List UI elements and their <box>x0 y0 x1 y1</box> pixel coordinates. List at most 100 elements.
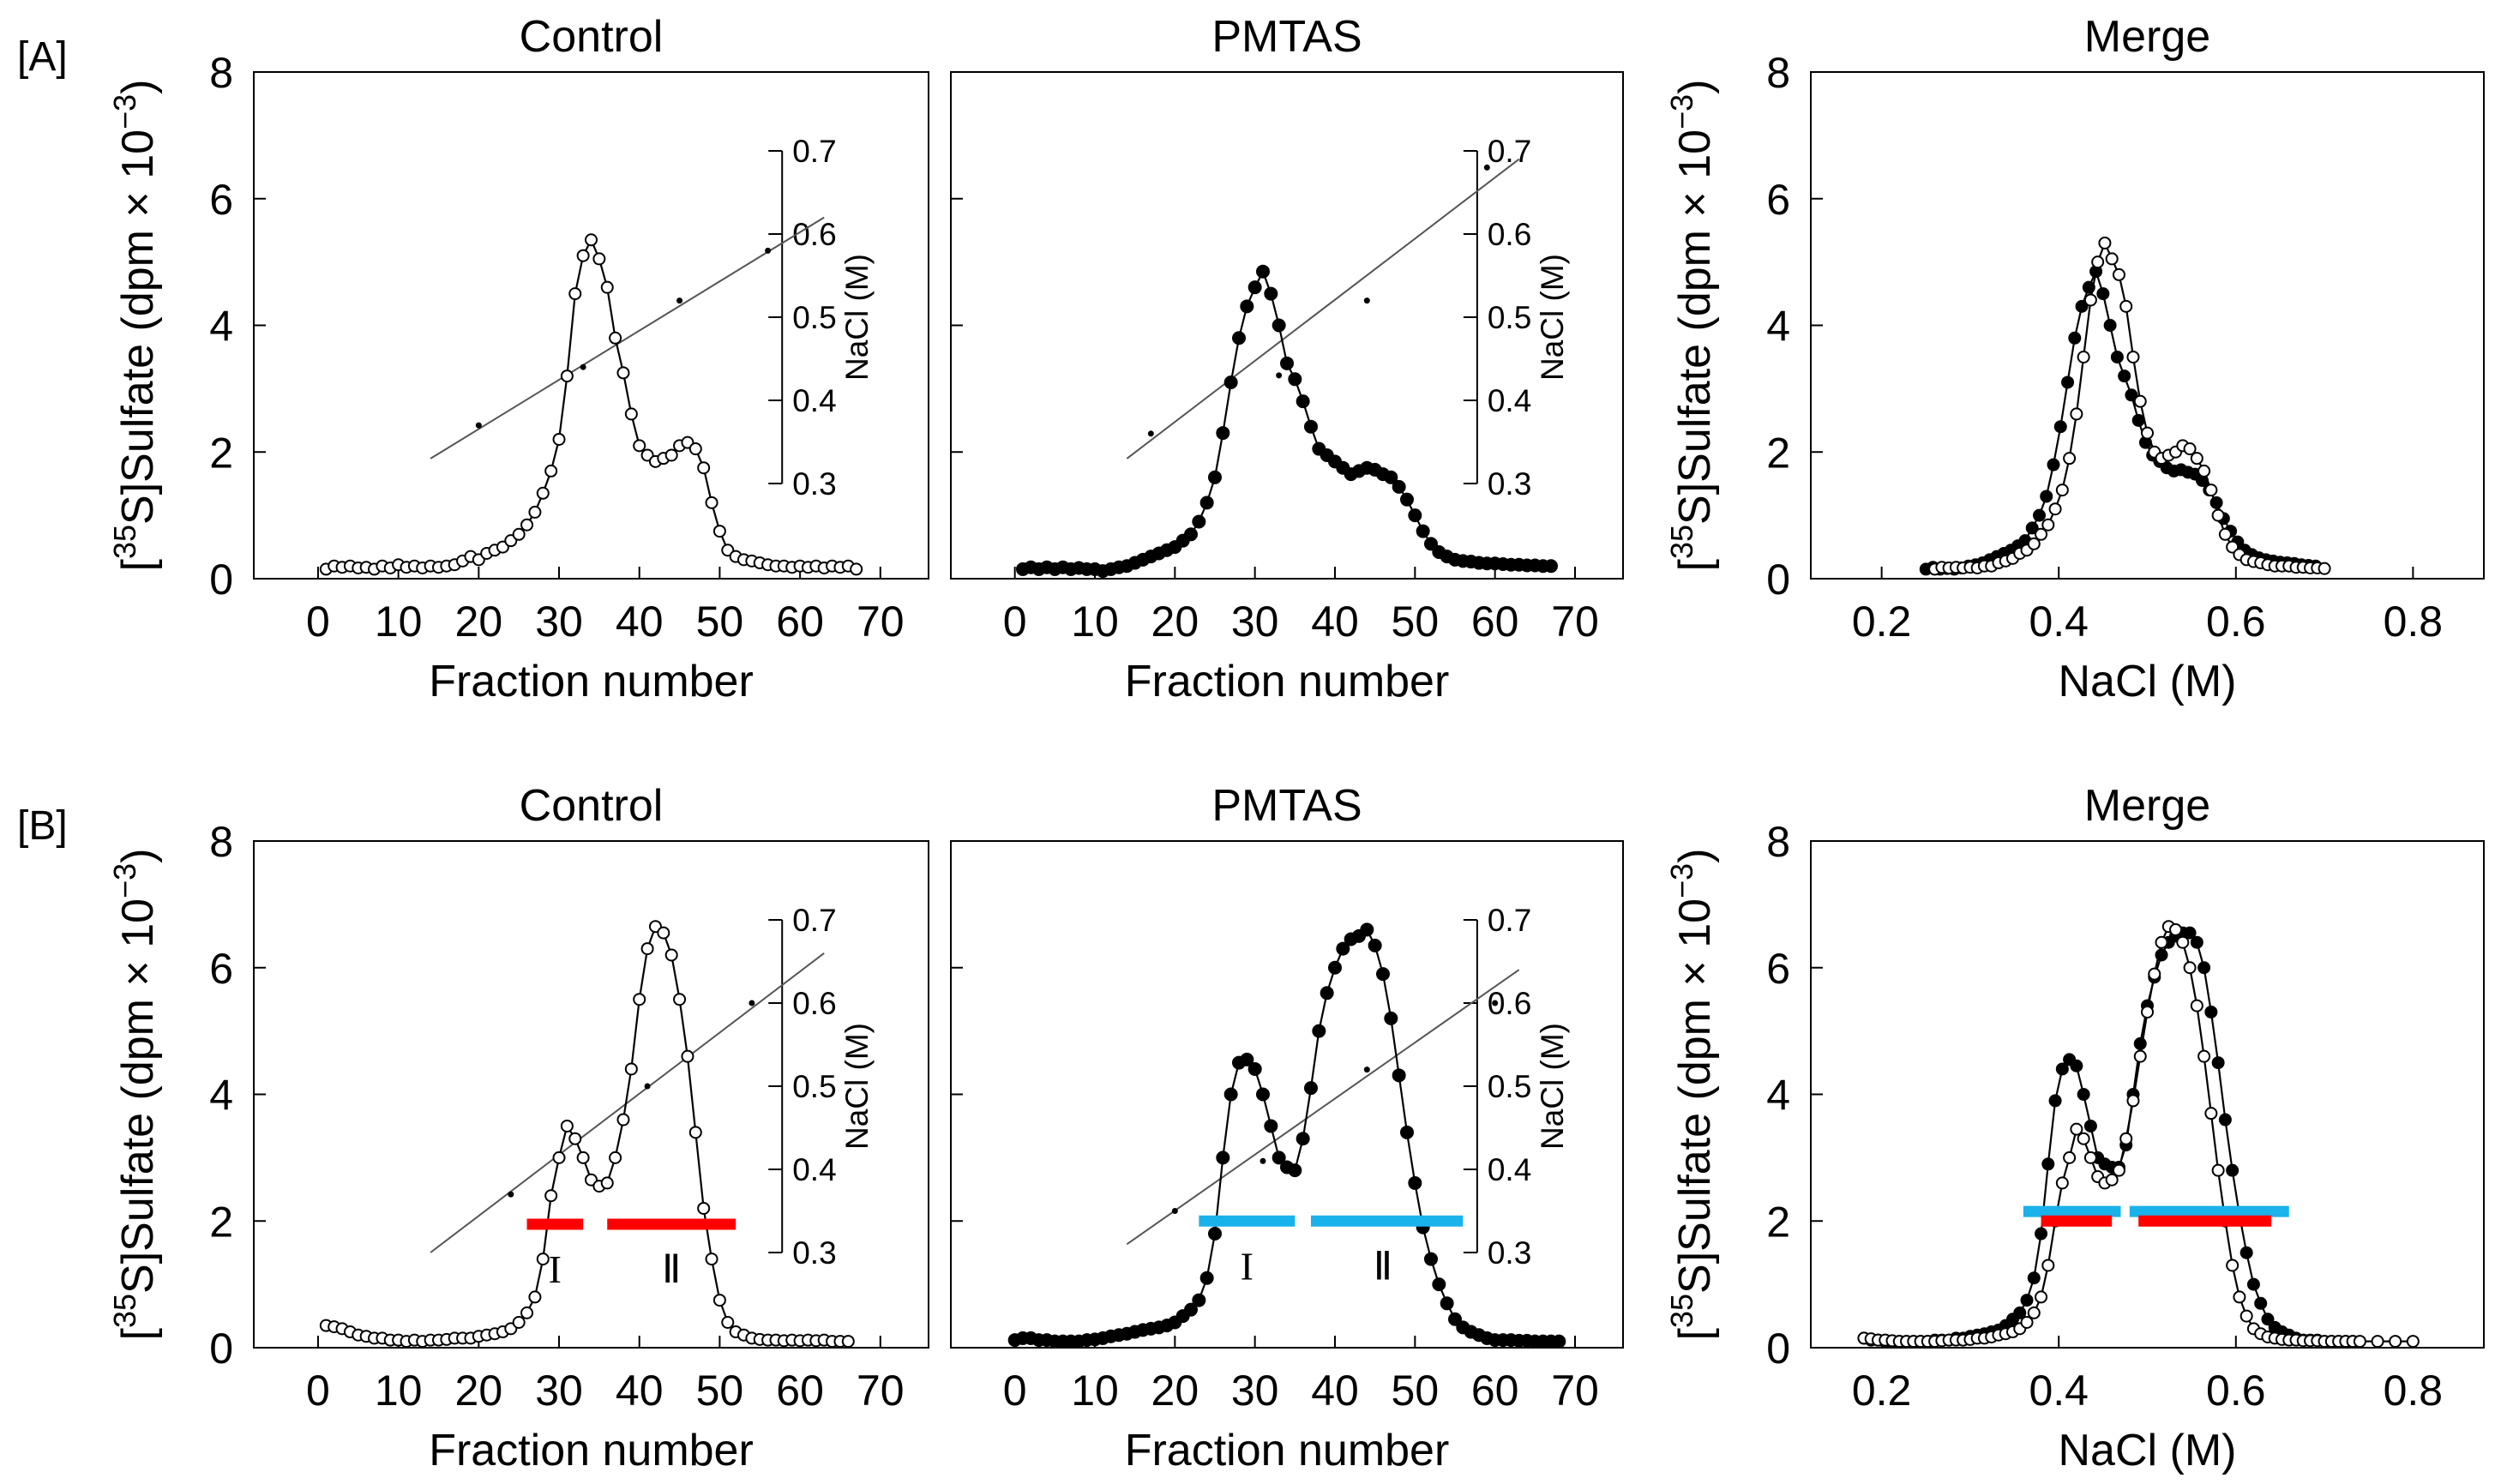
nacl-tick-label: 0.7 <box>1488 903 1531 938</box>
data-point-control <box>2083 1151 2097 1164</box>
y-tick-label: 8 <box>209 49 233 97</box>
x-axis-label: NaCl (M) <box>2059 1426 2237 1475</box>
data-point-control <box>697 461 711 475</box>
data-point-pmtas <box>1272 1151 1286 1165</box>
nacl-tick-label: 0.6 <box>792 986 836 1021</box>
nacl-gradient-line <box>1126 969 1520 1246</box>
data-point-control <box>705 496 718 509</box>
data-point-pmtas <box>1320 986 1334 1000</box>
nacl-measurement-point <box>1147 430 1154 437</box>
data-point-control <box>528 1290 542 1304</box>
y-tick-label: 6 <box>209 945 233 993</box>
data-point-pmtas <box>1400 1125 1414 1139</box>
data-point-control <box>2226 540 2239 554</box>
chart-title: Control <box>520 12 664 62</box>
nacl-measurement-point <box>508 1191 514 1198</box>
y-tick-label: 0 <box>1766 1325 1790 1373</box>
data-point-pmtas <box>2190 935 2203 949</box>
data-point-pmtas <box>1247 1061 1262 1076</box>
data-point-control <box>560 369 574 383</box>
nacl-gradient-line <box>430 952 825 1253</box>
y-axis-label-mid: S]Sulfate (dpm × 10 <box>1670 898 1720 1294</box>
y-axis-label-pre: [ <box>1670 558 1720 571</box>
data-point-control <box>2041 1259 2055 1272</box>
nacl-tick-label: 0.3 <box>1488 1235 1531 1271</box>
x-tick-label: 0.2 <box>1852 1367 1912 1415</box>
data-point-control <box>536 486 550 500</box>
data-point-control <box>2027 1306 2041 1319</box>
y-tick-label: 6 <box>209 176 233 224</box>
data-point-pmtas <box>2103 319 2117 332</box>
data-point-pmtas <box>1368 938 1382 952</box>
data-point-control <box>2083 293 2097 307</box>
data-point-control <box>2148 967 2161 981</box>
chart-title: PMTAS <box>1211 781 1362 831</box>
nacl-measurement-point <box>1171 1208 1178 1214</box>
data-point-pmtas <box>1408 508 1422 523</box>
data-point-pmtas <box>1280 356 1294 370</box>
y-axis-label: [35S]Sulfate (dpm × 10−3) <box>107 849 163 1341</box>
data-point-pmtas <box>2013 1306 2027 1319</box>
data-point-control <box>2070 1122 2083 1136</box>
x-axis-label: Fraction number <box>429 657 754 706</box>
nacl-tick-label: 0.6 <box>1488 217 1531 252</box>
data-point-pmtas <box>1208 470 1222 484</box>
y-tick-label: 2 <box>209 1198 233 1246</box>
y-tick-label: 4 <box>1766 1072 1790 1120</box>
data-point-control <box>2190 452 2203 466</box>
fraction-label: Ⅱ <box>662 1247 682 1291</box>
x-tick-label: 0.6 <box>2206 598 2266 646</box>
nacl-measurement-point <box>748 1000 755 1006</box>
y-axis-label-sup1: 35 <box>107 1294 142 1328</box>
data-point-control <box>2020 1315 2034 1329</box>
nacl-gradient-line <box>430 216 825 460</box>
data-point-pmtas <box>1296 1132 1310 1146</box>
nacl-measurement-point <box>580 363 586 370</box>
nacl-measurement-point <box>765 247 772 254</box>
data-point-control <box>2126 350 2140 363</box>
data-point-pmtas <box>2254 1296 2268 1310</box>
data-point-control <box>2211 508 2225 522</box>
x-tick-label: 20 <box>455 598 503 646</box>
x-tick-label: 60 <box>776 1367 824 1415</box>
nacl-axis-label: NaCl (M) <box>1535 254 1570 381</box>
data-point-pmtas <box>2133 1036 2147 1050</box>
panel-label: [A] <box>17 34 68 80</box>
data-point-pmtas <box>1264 1119 1278 1133</box>
y-axis-label-sup1: 35 <box>1664 525 1699 559</box>
y-axis-label-pre: [ <box>113 1327 163 1340</box>
data-point-pmtas <box>2246 1277 2260 1291</box>
data-point-control <box>2112 1163 2125 1177</box>
nacl-measurement-point <box>1276 372 1283 379</box>
y-tick-label: 4 <box>209 1072 233 1120</box>
x-tick-label: 0.6 <box>2206 1367 2266 1415</box>
data-point-control <box>544 1189 558 1203</box>
y-axis-label-sup1: 35 <box>107 525 142 559</box>
data-point-pmtas <box>1544 559 1558 574</box>
y-axis-label-post: ) <box>113 849 163 863</box>
data-point-control <box>520 1306 534 1319</box>
data-point-control <box>512 527 526 541</box>
y-axis-label: [35S]Sulfate (dpm × 10−3) <box>1664 849 1720 1341</box>
data-point-control <box>2197 464 2211 478</box>
data-point-control <box>2027 537 2041 550</box>
x-tick-label: 40 <box>1311 1367 1359 1415</box>
data-point-control <box>2141 1005 2154 1018</box>
y-tick-label: 0 <box>209 1325 233 1373</box>
nacl-axis-label: NaCl (M) <box>839 254 875 381</box>
x-tick-label: 10 <box>1071 598 1119 646</box>
nacl-tick-label: 0.3 <box>792 1235 836 1271</box>
y-axis-label-post: ) <box>1670 849 1720 863</box>
nacl-tick-label: 0.3 <box>792 466 836 502</box>
data-point-pmtas <box>2035 1227 2048 1241</box>
series-line-pmtas <box>1926 268 2316 571</box>
nacl-axis-label: NaCl (M) <box>1535 1023 1570 1150</box>
data-point-pmtas <box>2110 350 2124 363</box>
x-tick-label: 20 <box>1151 1367 1199 1415</box>
data-point-pmtas <box>1223 1087 1238 1102</box>
data-point-control <box>2233 1290 2246 1304</box>
y-axis-label-post: ) <box>1670 80 1720 94</box>
data-point-pmtas <box>1240 299 1254 314</box>
x-axis-label: NaCl (M) <box>2059 657 2237 706</box>
